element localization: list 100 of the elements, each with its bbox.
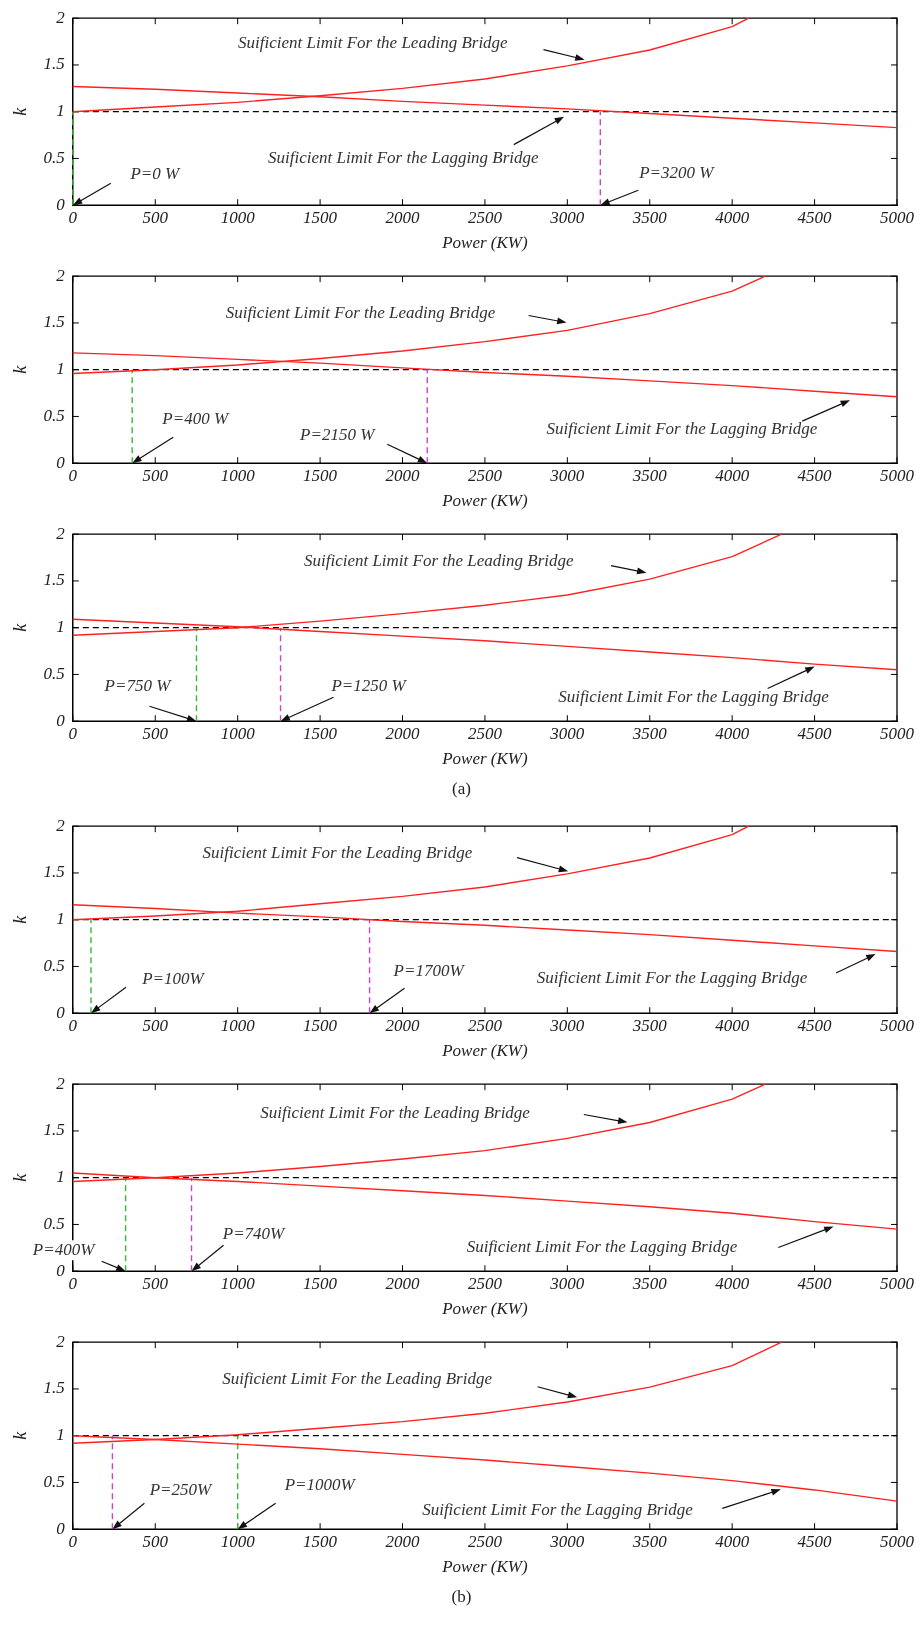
x-tick-label: 4000: [715, 723, 750, 743]
y-tick-label: 2: [56, 523, 66, 543]
annotation: Suificient Limit For the Leading Bridge: [222, 1369, 493, 1389]
x-tick-label: 1000: [220, 465, 256, 485]
annotation: Suificient Limit For the Lagging Bridge: [546, 419, 818, 439]
x-tick-label: 3500: [631, 1273, 668, 1293]
x-tick-label: 3500: [631, 465, 668, 485]
x-axis-title: Power (KW): [441, 1041, 528, 1061]
x-tick-label: 3500: [631, 1015, 668, 1035]
x-tick-label: 1000: [220, 207, 256, 227]
x-tick-label: 5000: [880, 1273, 915, 1293]
y-axis-title: k: [9, 622, 30, 632]
annotation: Suificient Limit For the Lagging Bridge: [466, 1236, 738, 1256]
x-tick-label: 500: [142, 465, 169, 485]
x-axis-title: Power (KW): [441, 1557, 528, 1577]
annotation: P=3200 W: [638, 162, 716, 182]
x-tick-label: 1500: [303, 1531, 338, 1551]
x-tick-label: 2500: [467, 1273, 503, 1293]
y-tick-label: 0: [56, 1518, 66, 1538]
y-tick-label: 1.5: [43, 54, 65, 74]
x-tick-label: 4000: [715, 1273, 750, 1293]
y-tick-label: 2: [56, 7, 66, 27]
x-tick-label: 3500: [631, 207, 668, 227]
y-tick-label: 1: [56, 1425, 65, 1445]
x-tick-label: 500: [142, 723, 169, 743]
x-tick-label: 3500: [631, 1531, 668, 1551]
x-tick-label: 3500: [631, 723, 668, 743]
x-tick-label: 500: [142, 1531, 169, 1551]
x-tick-label: 2500: [467, 465, 503, 485]
y-tick-label: 1: [56, 909, 65, 929]
y-tick-label: 2: [56, 1073, 66, 1093]
y-tick-label: 0.5: [43, 955, 65, 975]
x-tick-label: 5000: [880, 207, 915, 227]
x-tick-label: 5000: [880, 1531, 915, 1551]
y-tick-label: 0.5: [43, 663, 65, 683]
y-axis-title: k: [9, 106, 30, 116]
x-tick-label: 3000: [549, 723, 585, 743]
annotation: P=1700W: [392, 960, 466, 980]
y-tick-label: 1.5: [43, 312, 65, 332]
x-tick-label: 2000: [385, 1273, 421, 1293]
x-tick-label: 1000: [220, 1015, 256, 1035]
x-tick-label: 5000: [880, 465, 915, 485]
x-tick-label: 1000: [220, 723, 256, 743]
annotation: P=740W: [221, 1223, 287, 1243]
x-tick-label: 3000: [549, 207, 585, 227]
annotation: Suificient Limit For the Leading Bridge: [260, 1102, 531, 1122]
x-tick-label: 2500: [467, 723, 503, 743]
y-tick-label: 2: [56, 1331, 66, 1351]
y-tick-label: 1.5: [43, 1378, 65, 1398]
y-axis-title: k: [9, 1172, 30, 1182]
x-tick-label: 4500: [797, 207, 833, 227]
x-tick-label: 4000: [715, 1531, 750, 1551]
x-tick-label: 500: [142, 207, 169, 227]
x-tick-label: 2000: [385, 1015, 421, 1035]
x-tick-label: 1500: [303, 1015, 338, 1035]
x-tick-label: 5000: [880, 723, 915, 743]
y-tick-label: 1: [56, 101, 65, 121]
x-axis-title: Power (KW): [441, 233, 528, 253]
annotation: Suificient Limit For the Lagging Bridge: [422, 1499, 694, 1519]
y-tick-label: 0: [56, 194, 66, 214]
y-tick-label: 1.5: [43, 1120, 65, 1140]
x-tick-label: 2500: [467, 207, 503, 227]
x-tick-label: 5000: [880, 1015, 915, 1035]
annotation: P=1000W: [283, 1474, 357, 1494]
y-tick-label: 0: [56, 1002, 66, 1022]
x-tick-label: 4500: [797, 1015, 833, 1035]
x-tick-label: 4000: [715, 465, 750, 485]
y-tick-label: 1.5: [43, 570, 65, 590]
annotation: P=400 W: [161, 408, 230, 428]
y-tick-label: 1.5: [43, 862, 65, 882]
annotation: Suificient Limit For the Leading Bridge: [202, 842, 473, 862]
y-tick-label: 2: [56, 815, 66, 835]
text: (b): [450, 1586, 473, 1608]
x-tick-label: 3000: [549, 1015, 585, 1035]
annotation: Suificient Limit For the Leading Bridge: [225, 303, 496, 323]
x-tick-label: 4500: [797, 723, 833, 743]
text: (a): [451, 778, 472, 800]
x-tick-label: 1500: [303, 1273, 338, 1293]
x-tick-label: 4000: [715, 1015, 750, 1035]
x-tick-label: 2500: [467, 1531, 503, 1551]
y-tick-label: 0: [56, 710, 66, 730]
annotation: P=400W: [31, 1239, 97, 1259]
annotation: P=2150 W: [299, 424, 377, 444]
y-tick-label: 0.5: [43, 147, 65, 167]
y-tick-label: 0.5: [43, 1213, 65, 1233]
x-tick-label: 500: [142, 1015, 169, 1035]
annotation: P=750 W: [103, 675, 173, 695]
annotation: Suificient Limit For the Lagging Bridge: [536, 968, 808, 988]
x-axis-title: Power (KW): [441, 1299, 528, 1319]
x-tick-label: 1000: [220, 1273, 256, 1293]
y-axis-title: k: [9, 1430, 30, 1440]
y-tick-label: 1: [56, 1167, 65, 1187]
annotation: P=100W: [141, 968, 206, 988]
y-tick-label: 1: [56, 359, 65, 379]
x-tick-label: 2500: [467, 1015, 503, 1035]
y-tick-label: 1: [56, 617, 65, 637]
annotation: Suificient Limit For the Lagging Bridge: [558, 687, 830, 707]
x-tick-label: 2000: [385, 465, 421, 485]
annotation: Suificient Limit For the Leading Bridge: [238, 33, 509, 53]
x-tick-label: 4500: [797, 1531, 833, 1551]
